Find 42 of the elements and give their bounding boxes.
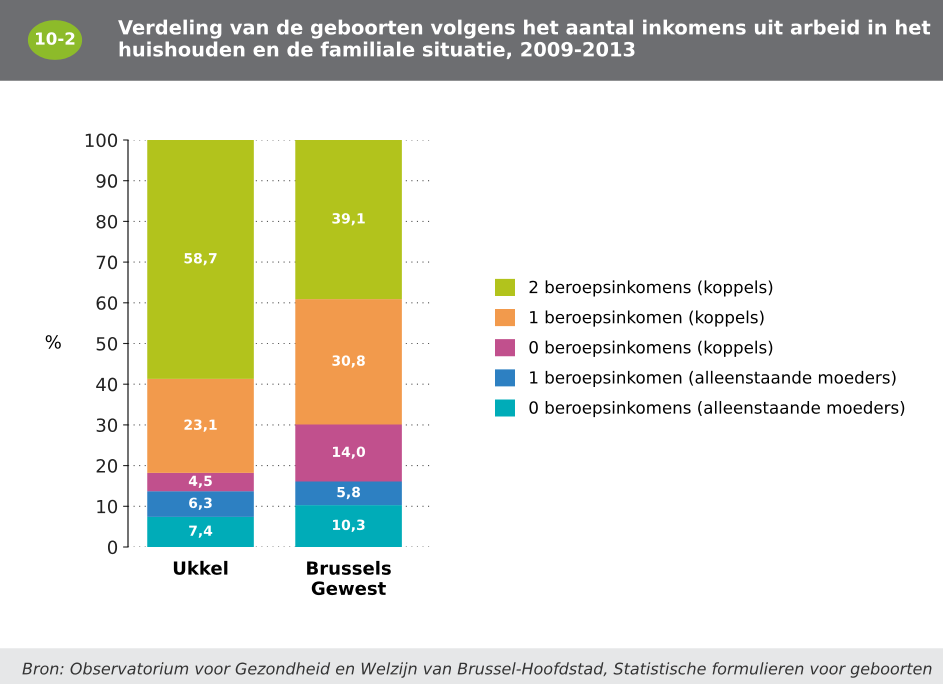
legend-label: 1 beroepsinkomen (alleenstaande moeders) (530, 370, 896, 387)
y-tick-label: 20 (96, 459, 118, 473)
y-tick-label: 90 (96, 174, 118, 188)
bar (147, 516, 254, 547)
y-tick-label: 10 (97, 500, 118, 514)
bar (147, 140, 254, 379)
y-tick-label: 30 (96, 418, 118, 432)
bar (295, 505, 402, 547)
legend-label: 0 beroepsinkomens (koppels) (529, 340, 772, 357)
y-tick-label: 80 (96, 214, 118, 229)
bar (147, 472, 254, 492)
y-tick-label: 0 (108, 540, 118, 554)
legend-label: 0 beroepsinkomens (alleenstaande moeders) (529, 400, 904, 418)
y-tick-label: 60 (96, 296, 118, 310)
text: 10-2 (36, 32, 74, 45)
y-tick-label: 100 (86, 133, 118, 148)
data-label: 30,8 (332, 355, 365, 368)
data-label: 39,1 (332, 213, 365, 226)
legend-label: 2 beroepsinkomens (koppels) (530, 280, 772, 297)
data-label: 23,1 (184, 419, 217, 432)
bar (295, 481, 402, 506)
y-axis-title: % (46, 335, 61, 349)
x-tick-label: Ukkel (174, 560, 228, 575)
data-label: 10,3 (333, 520, 365, 532)
bar (295, 299, 402, 424)
y-tick-label: 70 (96, 256, 118, 270)
data-label: 4,5 (188, 476, 212, 488)
bar (295, 424, 402, 482)
data-label: 7,4 (189, 526, 212, 538)
x-tick-label: Brussels Gewest (307, 560, 391, 596)
bar (147, 378, 254, 473)
text: Bron: Observatorium voor Gezondheid en Welzijn van Brussel-Hoofdstad, Statistische formulieren voor geboorten (22, 662, 932, 678)
y-tick-label: 40 (96, 378, 118, 392)
data-label: 14,0 (333, 446, 366, 459)
data-label: 5,8 (337, 486, 360, 500)
bar (295, 140, 402, 300)
data-label: 6,3 (189, 498, 212, 510)
legend-label: 1 beroepsinkomen (koppels) (530, 310, 764, 327)
y-tick-label: 50 (96, 336, 118, 351)
data-label: 58,7 (184, 252, 217, 266)
bar (147, 491, 254, 517)
text: Verdeling van de geboorten volgens het aantal inkomens uit arbeid in het huishouden en de familiale situatie, 2009-2013 (118, 20, 930, 60)
